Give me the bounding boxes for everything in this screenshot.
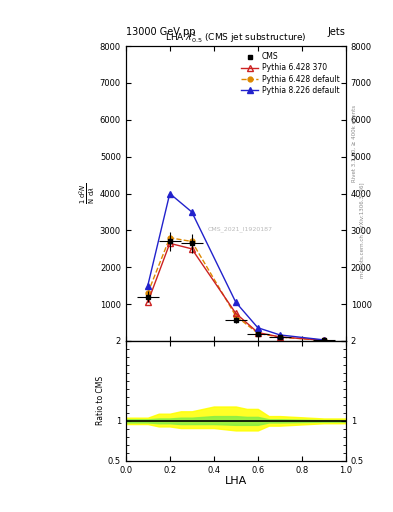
Text: 13000 GeV pp: 13000 GeV pp xyxy=(126,27,195,37)
Text: CMS_2021_I1920187: CMS_2021_I1920187 xyxy=(208,226,273,232)
Legend: CMS, Pythia 6.428 370, Pythia 6.428 default, Pythia 8.226 default: CMS, Pythia 6.428 370, Pythia 6.428 defa… xyxy=(239,50,342,97)
Y-axis label: Ratio to CMS: Ratio to CMS xyxy=(96,376,105,425)
Text: Rivet 3.1.10, ≥ 400k events: Rivet 3.1.10, ≥ 400k events xyxy=(352,105,357,182)
Text: mcplots.cern.ch [arXiv:1306.3436]: mcplots.cern.ch [arXiv:1306.3436] xyxy=(360,183,365,278)
Title: LHA $\lambda^{1}_{0.5}$ (CMS jet substructure): LHA $\lambda^{1}_{0.5}$ (CMS jet substru… xyxy=(165,30,307,45)
Y-axis label: $\frac{1}{\mathrm{N}}\frac{\mathrm{d}^2N}{\mathrm{d}\lambda}$: $\frac{1}{\mathrm{N}}\frac{\mathrm{d}^2N… xyxy=(77,183,97,204)
X-axis label: LHA: LHA xyxy=(225,476,247,486)
Text: Jets: Jets xyxy=(328,27,346,37)
